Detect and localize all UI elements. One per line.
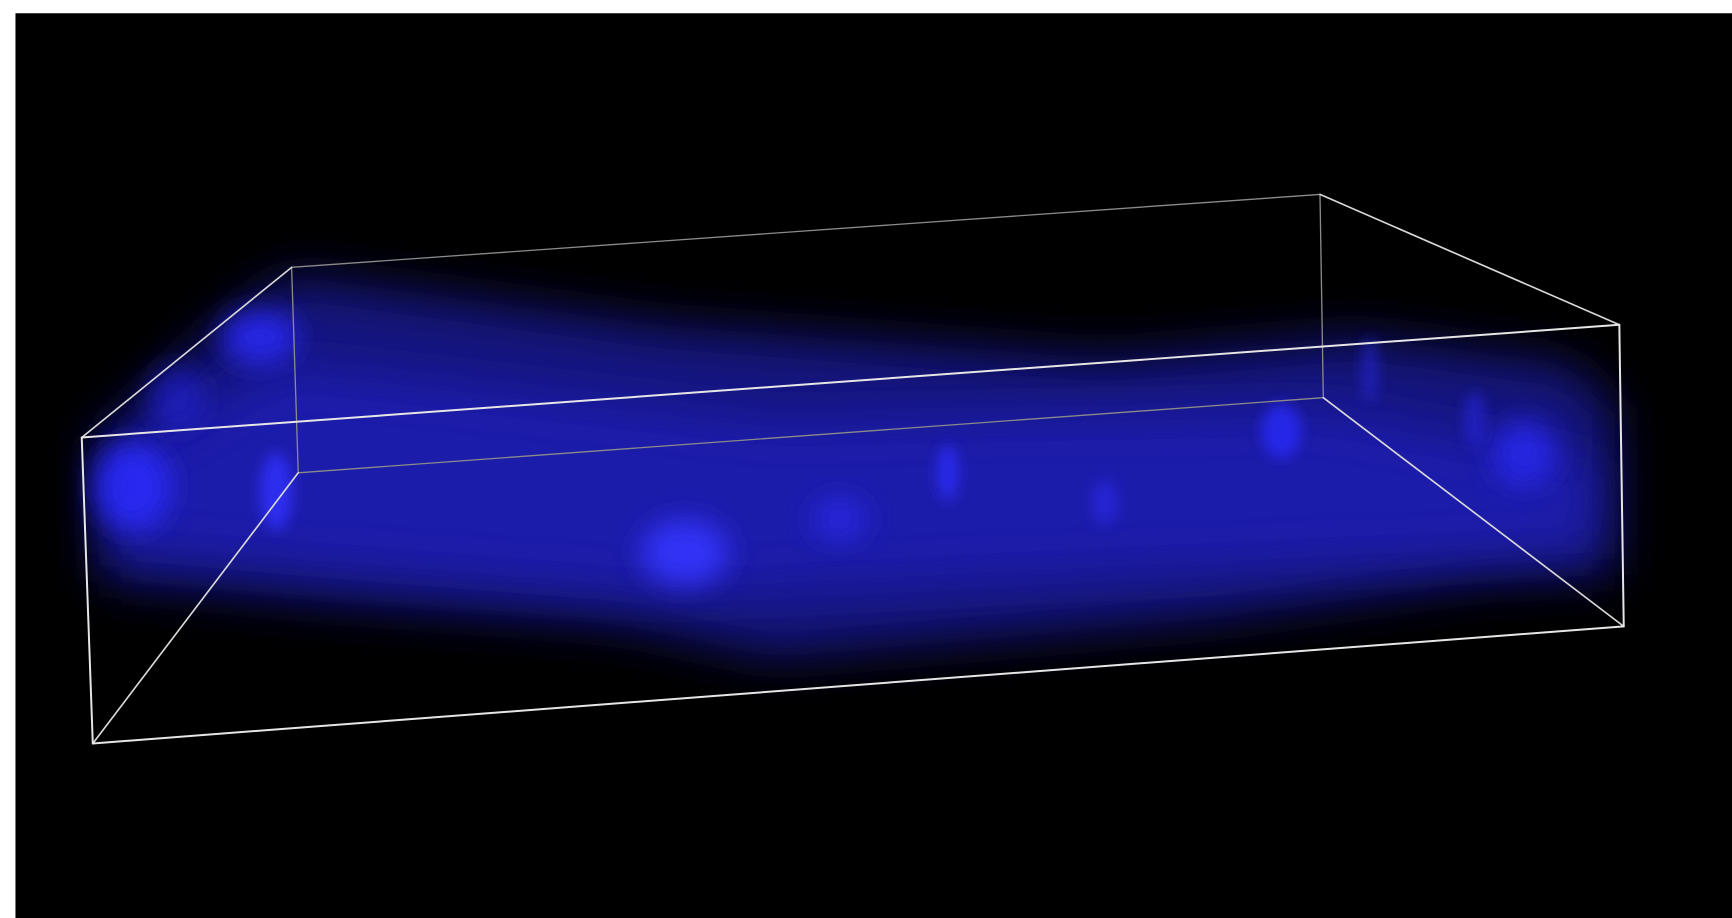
- bright-blob: [221, 309, 298, 364]
- bright-blob: [641, 519, 729, 585]
- bright-blob: [149, 365, 204, 431]
- bright-blob: [1261, 403, 1301, 458]
- bright-blob: [1361, 337, 1379, 403]
- bright-blob: [937, 445, 959, 500]
- bright-blob: [1491, 420, 1557, 486]
- bright-blob: [1464, 392, 1486, 447]
- bright-blob: [1091, 481, 1118, 525]
- bright-blob: [94, 442, 171, 530]
- bright-blob: [260, 453, 293, 530]
- bright-blob: [812, 497, 867, 541]
